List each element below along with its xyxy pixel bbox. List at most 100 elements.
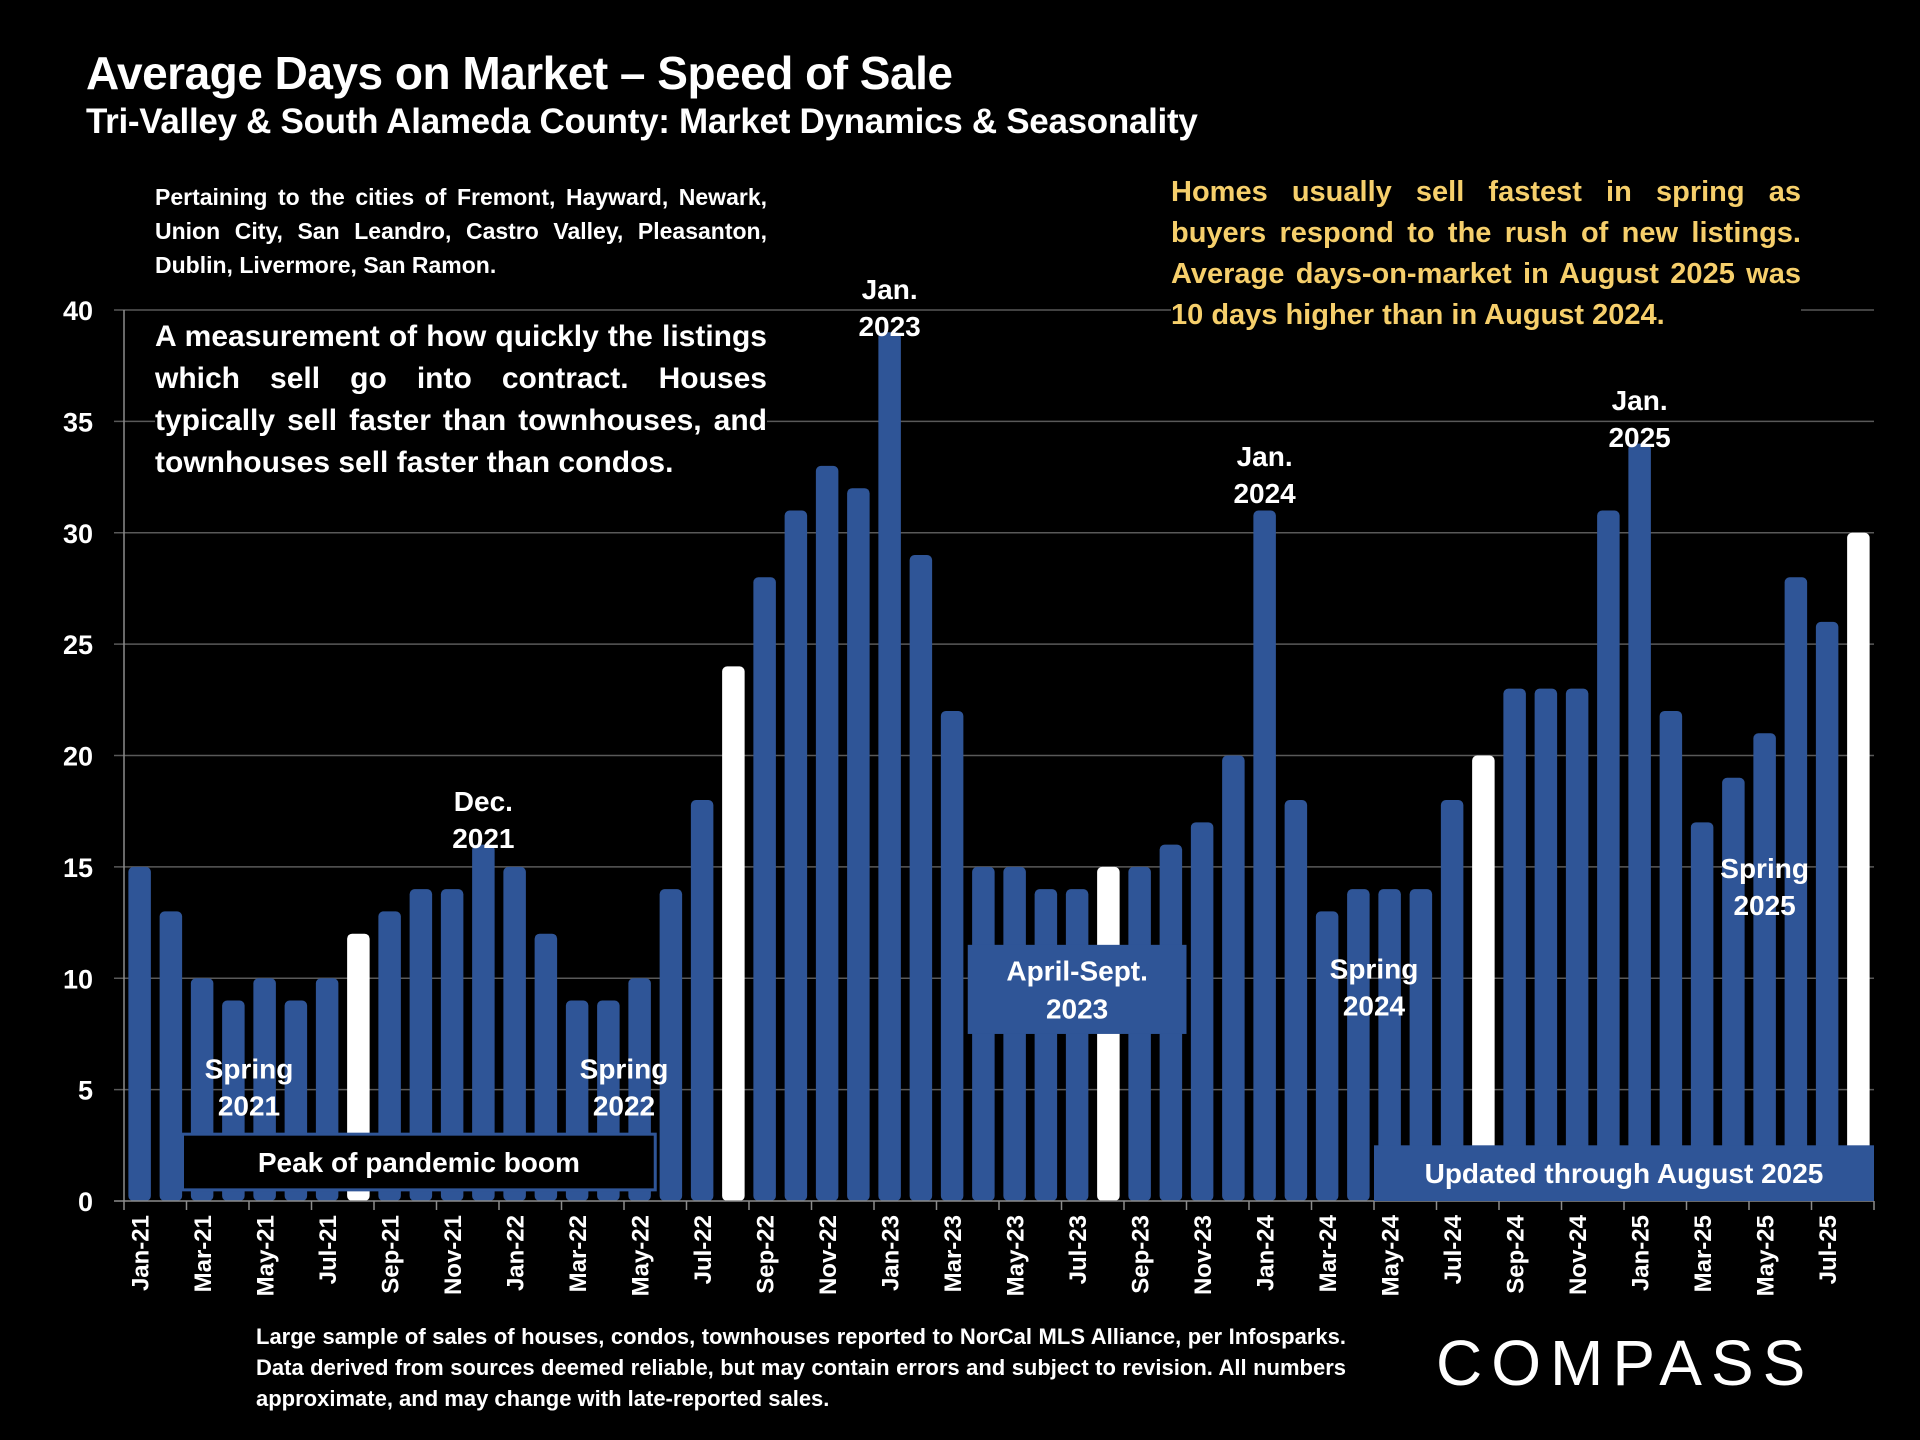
annotation-label: Dec. 2021: [452, 786, 514, 854]
bar-oct-22: [784, 510, 808, 1202]
annotation-text: 2024: [1233, 478, 1296, 509]
cities-description: Pertaining to the cities of Fremont, Hay…: [155, 184, 767, 278]
annotation-label: Spring 2021: [205, 1053, 294, 1121]
x-tick-label: Nov-24: [1565, 1214, 1592, 1295]
x-tick-label: Sep-24: [1503, 1214, 1530, 1293]
annotation-box-text: Updated through August 2025: [1425, 1158, 1824, 1189]
bar-jan-21: [128, 866, 151, 1201]
bar-jul-23: [1065, 889, 1089, 1201]
y-axis-labels: 0 5 10 15 20 25 30 35 40: [63, 296, 93, 1217]
annotation-text: 2021: [452, 823, 514, 854]
page-title: Average Days on Market – Speed of Sale: [86, 47, 953, 99]
annotation-text: Jan.: [1612, 385, 1668, 416]
x-tick-label: May-24: [1378, 1214, 1405, 1296]
bar-may-24: [1378, 889, 1401, 1201]
compass-logo: COMPASS: [1436, 1327, 1815, 1399]
x-tick-label: Jul-21: [315, 1215, 342, 1284]
x-tick-label: Jul-22: [690, 1215, 717, 1284]
bar-jun-25: [1784, 577, 1808, 1201]
x-tick-label: Mar-22: [565, 1215, 592, 1292]
bar-sep-21: [378, 911, 401, 1201]
bar-feb-23: [909, 555, 933, 1201]
bar-nov-22: [815, 465, 839, 1201]
bar-oct-21: [409, 889, 433, 1201]
x-tick-label: Nov-21: [440, 1215, 467, 1295]
annotation-text: Jan.: [1237, 441, 1293, 472]
annotation-text: Jan.: [862, 274, 918, 305]
annotation-label: Spring 2025: [1720, 853, 1809, 921]
bar-aug-25: [1847, 532, 1870, 1201]
annotation-text: Spring: [1720, 853, 1809, 884]
bar-feb-21: [159, 911, 183, 1201]
annotation-text: 2023: [858, 311, 920, 342]
x-tick-label: Sep-21: [378, 1215, 405, 1294]
annotation-box-text: April-Sept.: [1006, 955, 1148, 986]
bar-jan-23: [878, 332, 901, 1201]
x-tick-label: Mar-21: [190, 1215, 217, 1292]
annotation-label: Jan. 2025: [1608, 385, 1670, 453]
x-tick-label: May-23: [1003, 1215, 1030, 1296]
bar-mar-23: [940, 710, 964, 1201]
seasonality-note: Homes usually sell fastest in spring as …: [1171, 172, 1801, 336]
y-tick-label: 35: [63, 407, 93, 437]
x-tick-label: Jan-24: [1253, 1214, 1280, 1291]
x-tick-label: Nov-23: [1190, 1215, 1217, 1295]
annotation-box-bg: [967, 944, 1187, 1034]
bar-sep-22: [753, 577, 776, 1201]
annotation-box-bg: [1374, 1145, 1874, 1201]
bar-oct-24: [1534, 688, 1558, 1201]
bar-apr-25: [1722, 777, 1745, 1201]
y-tick-label: 40: [63, 296, 93, 326]
bar-feb-25: [1659, 710, 1683, 1201]
annotation-label: Spring 2024: [1330, 953, 1419, 1021]
annotation-box: Peak of pandemic boom: [181, 1132, 657, 1192]
y-tick-label: 0: [78, 1187, 93, 1217]
annotation-box: Updated through August 2025: [1374, 1145, 1874, 1201]
bar-jul-24: [1440, 800, 1464, 1201]
bar-jan-25: [1628, 443, 1651, 1201]
bar-dec-22: [847, 488, 870, 1201]
bar-aug-24: [1472, 755, 1495, 1201]
annotation-text: 2025: [1733, 890, 1795, 921]
x-tick-label: Sep-22: [753, 1215, 780, 1294]
y-tick-label: 10: [63, 964, 93, 994]
bar-nov-23: [1190, 822, 1214, 1201]
bar-mar-25: [1690, 822, 1714, 1201]
bar-may-25: [1753, 733, 1776, 1201]
bar-mar-24: [1315, 911, 1339, 1201]
bar-apr-24: [1347, 889, 1370, 1201]
x-tick-label: May-25: [1753, 1215, 1780, 1296]
bar-jan-22: [503, 866, 526, 1201]
annotation-label: Jan. 2023: [858, 274, 920, 342]
x-tick-label: Jul-25: [1815, 1215, 1842, 1284]
bar-aug-22: [722, 666, 745, 1201]
annotation-text: Dec.: [454, 786, 513, 817]
y-tick-label: 25: [63, 630, 93, 660]
bar-dec-23: [1222, 755, 1245, 1201]
source-footnote: Large sample of sales of houses, condos,…: [256, 1324, 1346, 1411]
x-tick-label: Jul-23: [1065, 1215, 1092, 1284]
bar-jul-25: [1815, 621, 1839, 1201]
annotation-text: 2024: [1343, 990, 1406, 1021]
annotation-text: 2021: [218, 1090, 280, 1121]
annotation-box: April-Sept. 2023: [967, 944, 1187, 1034]
annotation-box-text: 2023: [1046, 993, 1108, 1024]
annotation-text: Spring: [205, 1053, 294, 1084]
y-tick-label: 20: [63, 742, 93, 772]
annotation-text: 2022: [593, 1090, 655, 1121]
x-tick-label: Mar-25: [1690, 1215, 1717, 1292]
annotation-text: Spring: [1330, 953, 1419, 984]
bar-feb-24: [1284, 800, 1308, 1201]
bar-dec-24: [1597, 510, 1620, 1202]
bar-jun-24: [1409, 889, 1433, 1201]
bar-jun-22: [659, 889, 683, 1201]
y-tick-label: 15: [63, 853, 93, 883]
bar-dec-21: [472, 844, 495, 1201]
x-tick-label: May-22: [628, 1215, 655, 1296]
x-tick-label: May-21: [253, 1215, 280, 1296]
annotation-box-text: Peak of pandemic boom: [258, 1147, 580, 1178]
bar-jan-24: [1253, 510, 1276, 1202]
y-tick-label: 30: [63, 519, 93, 549]
annotation-text: Spring: [580, 1053, 669, 1084]
